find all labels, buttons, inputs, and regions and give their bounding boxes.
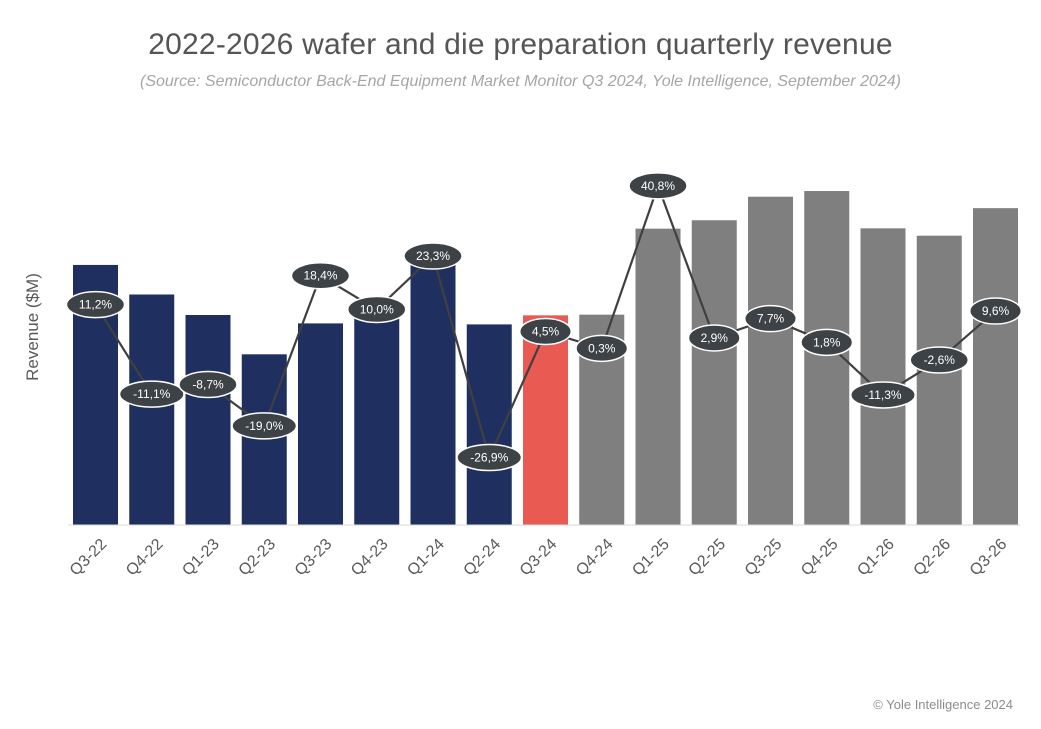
svg-text:1,8%: 1,8%: [813, 335, 841, 349]
svg-text:-19,0%: -19,0%: [245, 419, 283, 433]
svg-text:11,2%: 11,2%: [79, 298, 112, 312]
svg-text:7,7%: 7,7%: [757, 312, 785, 326]
x-tick-q1-26: Q1-26: [854, 536, 898, 580]
y-axis-label: Revenue ($M): [23, 273, 42, 381]
chart-subtitle: (Source: Semiconductor Back-End Equipmen…: [139, 73, 901, 90]
svg-text:-11,1%: -11,1%: [133, 387, 170, 401]
growth-label-q2-24: -26,9%: [456, 443, 523, 472]
x-tick-q1-24: Q1-24: [404, 536, 448, 580]
growth-label-q1-25: 40,8%: [628, 172, 688, 200]
bar-q2-23: [241, 354, 287, 525]
bar-q4-22: [129, 294, 175, 525]
svg-text:2,9%: 2,9%: [701, 331, 729, 345]
svg-text:-11,3%: -11,3%: [864, 388, 901, 402]
bar-q4-23: [354, 300, 400, 525]
growth-label-q3-26: 9,6%: [968, 297, 1023, 325]
bar-q2-25: [691, 220, 737, 526]
growth-label-q3-24: 4,5%: [518, 317, 573, 346]
x-tick-q2-26: Q2-26: [911, 536, 955, 580]
bars-group: [73, 191, 1018, 526]
x-tick-q3-25: Q3-25: [742, 536, 786, 580]
bar-q1-25: [635, 228, 681, 525]
growth-label-q4-24: 0,3%: [575, 334, 629, 363]
x-tick-q4-25: Q4-25: [798, 536, 842, 580]
bar-q1-23: [185, 315, 231, 525]
chart-title: 2022-2026 wafer and die preparation quar…: [148, 28, 893, 61]
svg-text:4,5%: 4,5%: [532, 325, 560, 339]
growth-label-q4-23: 10,0%: [347, 295, 407, 324]
bar-q1-24: [410, 249, 456, 526]
svg-text:40,8%: 40,8%: [641, 179, 675, 193]
svg-text:9,6%: 9,6%: [982, 304, 1010, 318]
growth-label-q2-26: -2,6%: [909, 346, 969, 374]
x-tick-q3-26: Q3-26: [967, 536, 1011, 580]
growth-label-q3-25: 7,7%: [743, 304, 798, 333]
bar-q3-24: [523, 315, 568, 525]
bar-q1-26: [860, 228, 906, 525]
growth-label-q2-23: -19,0%: [231, 412, 298, 440]
x-tick-q3-23: Q3-23: [292, 536, 336, 580]
bar-q3-26: [973, 208, 1018, 526]
bar-q3-25: [748, 196, 793, 525]
growth-label-q3-23: 18,4%: [290, 261, 351, 290]
growth-label-q3-22: 11,2%: [65, 290, 126, 319]
x-tick-q4-22: Q4-22: [123, 536, 167, 580]
svg-text:10,0%: 10,0%: [360, 302, 394, 316]
svg-text:18,4%: 18,4%: [303, 269, 337, 283]
x-tick-q1-25: Q1-25: [629, 536, 673, 580]
x-tick-q2-23: Q2-23: [236, 536, 280, 580]
copyright-notice: © Yole Intelligence 2024: [873, 697, 1013, 712]
bar-q3-23: [298, 323, 343, 525]
growth-label-q1-26: -11,3%: [850, 381, 916, 409]
x-tick-q4-23: Q4-23: [348, 536, 392, 580]
x-tick-q3-24: Q3-24: [517, 536, 561, 580]
svg-text:-26,9%: -26,9%: [470, 451, 508, 465]
growth-label-q1-23: -8,7%: [178, 370, 238, 399]
svg-text:-8,7%: -8,7%: [192, 378, 224, 392]
svg-text:-2,6%: -2,6%: [924, 353, 956, 367]
svg-text:23,3%: 23,3%: [416, 249, 450, 263]
growth-label-q4-22: -11,1%: [118, 380, 185, 408]
bar-q4-25: [804, 191, 850, 526]
bar-q2-26: [916, 235, 962, 526]
growth-label-q2-25: 2,9%: [687, 324, 741, 352]
svg-text:0,3%: 0,3%: [588, 341, 616, 355]
x-tick-q3-22: Q3-22: [67, 536, 111, 580]
x-tick-labels: Q3-22 Q4-22 Q1-23 Q2-23 Q3-23 Q4-23 Q1-24 Q2-24…: [67, 536, 1011, 580]
x-tick-q4-24: Q4-24: [573, 536, 617, 580]
x-tick-q2-25: Q2-25: [686, 536, 730, 580]
growth-labels: 11,2% -11,1% -8,7% -19,0% 18,4% 10,0% 23,3% -26…: [65, 172, 1023, 472]
x-tick-q1-23: Q1-23: [179, 536, 223, 580]
growth-label-q4-25: 1,8%: [800, 328, 854, 357]
x-tick-q2-24: Q2-24: [461, 536, 505, 580]
growth-label-q1-24: 23,3%: [403, 242, 463, 270]
